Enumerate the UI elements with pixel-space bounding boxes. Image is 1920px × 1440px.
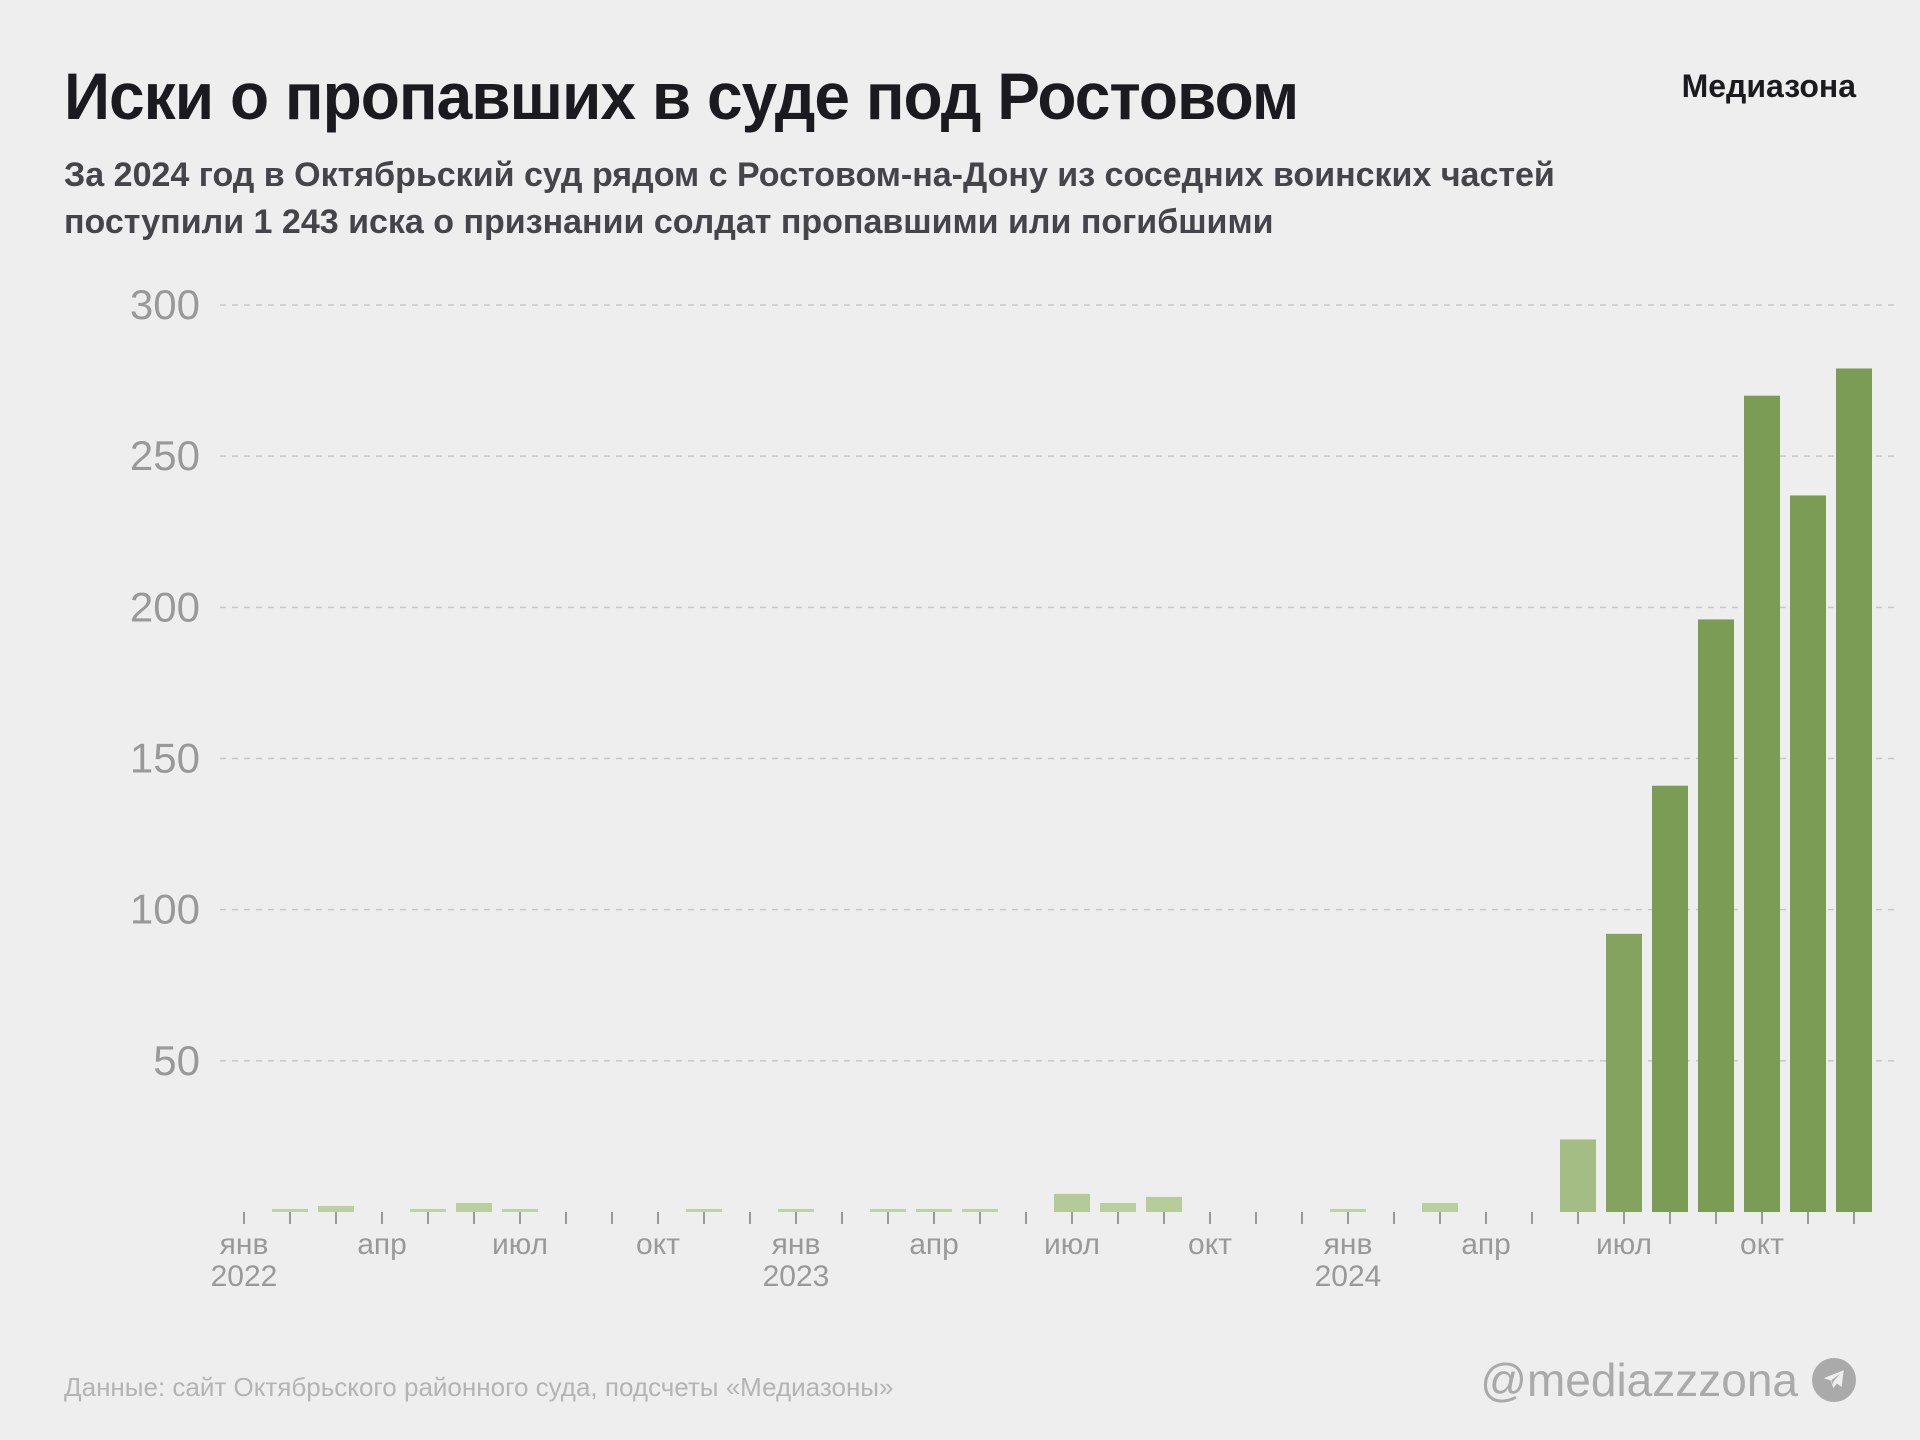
x-tick-label: июл: [1596, 1228, 1652, 1261]
bar-2024-09: [1698, 619, 1734, 1212]
bar-2023-07: [1054, 1193, 1090, 1212]
x-tick-label: апр: [357, 1228, 407, 1261]
social-handle: @mediazzzona: [1480, 1352, 1856, 1408]
x-tick-label: июл: [1044, 1228, 1100, 1261]
gridlines: [220, 304, 1896, 1062]
bar-2024-07: [1606, 933, 1642, 1212]
bar-2023-03: [870, 1208, 906, 1212]
telegram-icon: [1812, 1358, 1856, 1402]
chart-subtitle: За 2024 год в Октябрьский суд рядом с Ро…: [64, 152, 1824, 246]
y-tick-label: 250: [130, 432, 200, 479]
bar-2022-02: [272, 1208, 308, 1212]
paper-plane-icon: [1823, 1370, 1844, 1389]
bar-2023-04: [916, 1208, 952, 1212]
x-tick-year-label: 2023: [763, 1260, 830, 1293]
x-tick-label: янв: [772, 1228, 821, 1261]
bar-2024-11: [1790, 495, 1826, 1213]
x-tick-label: окт: [1740, 1228, 1784, 1261]
bar-2022-06: [456, 1202, 492, 1212]
subtitle-line-1: За 2024 год в Октябрьский суд рядом с Ро…: [64, 156, 1555, 194]
x-tick-label: апр: [909, 1228, 959, 1261]
x-axis-ticks: [243, 1212, 1855, 1224]
bar-2024-10: [1744, 395, 1780, 1212]
subtitle-line-2: поступили 1 243 иска о признании солдат …: [64, 203, 1274, 241]
bar-2022-05: [410, 1208, 446, 1212]
bar-2022-03: [318, 1205, 354, 1212]
brand-logo: Медиазона: [1681, 68, 1856, 104]
bar-2024-08: [1652, 785, 1688, 1212]
x-tick-label: июл: [492, 1228, 548, 1261]
x-tick-label: янв: [220, 1228, 269, 1261]
x-tick-year-label: 2024: [1315, 1260, 1382, 1293]
bar-2023-08: [1100, 1202, 1136, 1212]
bar-2023-01: [778, 1208, 814, 1212]
y-axis-labels: 50 100 150 200 250 300: [130, 281, 200, 1084]
bar-2023-05: [962, 1208, 998, 1212]
bar-2024-03: [1422, 1202, 1458, 1212]
bar-2022-07: [502, 1208, 538, 1212]
bar-2024-06: [1560, 1139, 1596, 1212]
bar-2024-12: [1836, 368, 1872, 1212]
y-tick-label: 50: [153, 1037, 200, 1084]
bar-2023-09: [1146, 1196, 1182, 1212]
bar-2022-11: [686, 1208, 722, 1212]
x-tick-year-label: 2022: [211, 1260, 278, 1293]
x-tick-label: янв: [1324, 1228, 1373, 1261]
y-tick-label: 200: [130, 583, 200, 630]
y-tick-label: 300: [130, 281, 200, 328]
data-source-note: Данные: сайт Октябрьского районного суда…: [64, 1372, 894, 1402]
x-tick-label: окт: [636, 1228, 680, 1261]
chart-title: Иски о пропавших в суде под Ростовом: [64, 59, 1299, 133]
y-tick-label: 100: [130, 886, 200, 933]
y-tick-label: 150: [130, 735, 200, 782]
bars: [272, 368, 1872, 1213]
bar-2024-01: [1330, 1208, 1366, 1212]
handle-text: @mediazzzona: [1480, 1354, 1798, 1406]
x-tick-label: апр: [1461, 1228, 1511, 1261]
x-tick-label: окт: [1188, 1228, 1232, 1261]
